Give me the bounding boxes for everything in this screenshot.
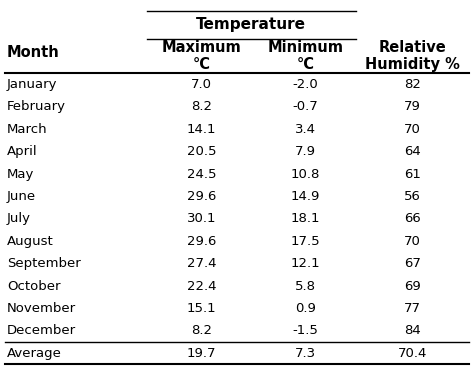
Text: -0.7: -0.7 (293, 101, 319, 113)
Text: December: December (7, 324, 76, 337)
Text: 0.9: 0.9 (295, 302, 316, 315)
Text: 56: 56 (404, 190, 421, 203)
Text: February: February (7, 101, 66, 113)
Text: January: January (7, 78, 58, 91)
Text: Temperature: Temperature (196, 17, 306, 32)
Text: 29.6: 29.6 (187, 190, 216, 203)
Text: 66: 66 (404, 212, 421, 225)
Text: 67: 67 (404, 257, 421, 270)
Text: November: November (7, 302, 76, 315)
Text: Minimum
°C: Minimum °C (268, 40, 344, 72)
Text: 14.1: 14.1 (187, 123, 216, 136)
Text: Average: Average (7, 347, 62, 360)
Text: 79: 79 (404, 101, 421, 113)
Text: 8.2: 8.2 (191, 101, 212, 113)
Text: Relative
Humidity %: Relative Humidity % (365, 40, 460, 72)
Text: September: September (7, 257, 81, 270)
Text: 19.7: 19.7 (187, 347, 216, 360)
Text: -2.0: -2.0 (293, 78, 319, 91)
Text: 7.9: 7.9 (295, 145, 316, 158)
Text: 14.9: 14.9 (291, 190, 320, 203)
Text: 12.1: 12.1 (291, 257, 320, 270)
Text: May: May (7, 168, 35, 181)
Text: Maximum
°C: Maximum °C (162, 40, 241, 72)
Text: 70.4: 70.4 (398, 347, 427, 360)
Text: 30.1: 30.1 (187, 212, 216, 225)
Text: July: July (7, 212, 31, 225)
Text: 70: 70 (404, 123, 421, 136)
Text: 64: 64 (404, 145, 421, 158)
Text: April: April (7, 145, 38, 158)
Text: 29.6: 29.6 (187, 235, 216, 248)
Text: 3.4: 3.4 (295, 123, 316, 136)
Text: 69: 69 (404, 280, 421, 292)
Text: 27.4: 27.4 (187, 257, 216, 270)
Text: 15.1: 15.1 (187, 302, 216, 315)
Text: June: June (7, 190, 36, 203)
Text: 61: 61 (404, 168, 421, 181)
Text: Month: Month (7, 45, 60, 60)
Text: 18.1: 18.1 (291, 212, 320, 225)
Text: August: August (7, 235, 54, 248)
Text: 24.5: 24.5 (187, 168, 216, 181)
Text: 70: 70 (404, 235, 421, 248)
Text: 5.8: 5.8 (295, 280, 316, 292)
Text: October: October (7, 280, 61, 292)
Text: 82: 82 (404, 78, 421, 91)
Text: 7.0: 7.0 (191, 78, 212, 91)
Text: -1.5: -1.5 (293, 324, 319, 337)
Text: 84: 84 (404, 324, 421, 337)
Text: 7.3: 7.3 (295, 347, 316, 360)
Text: 17.5: 17.5 (291, 235, 320, 248)
Text: 8.2: 8.2 (191, 324, 212, 337)
Text: 20.5: 20.5 (187, 145, 216, 158)
Text: 10.8: 10.8 (291, 168, 320, 181)
Text: March: March (7, 123, 48, 136)
Text: 22.4: 22.4 (187, 280, 216, 292)
Text: 77: 77 (404, 302, 421, 315)
